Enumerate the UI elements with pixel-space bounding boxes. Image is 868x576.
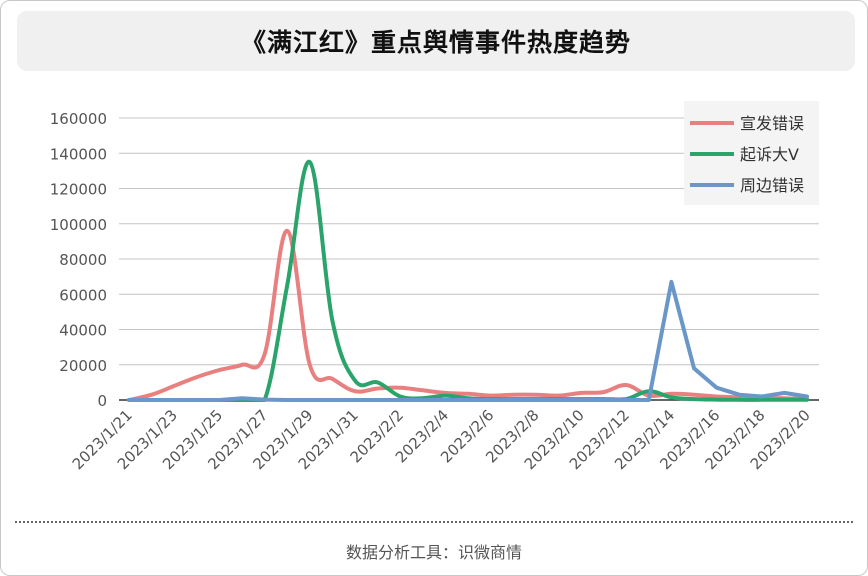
legend-label: 起诉大V	[740, 145, 799, 164]
y-tick-label: 140000	[50, 145, 107, 163]
footer-divider	[15, 521, 853, 523]
y-tick-label: 160000	[50, 110, 107, 128]
y-tick-label: 40000	[59, 322, 107, 340]
y-tick-label: 0	[97, 392, 107, 410]
legend-label: 宣发错误	[740, 114, 804, 133]
footer-source: 数据分析工具：识微商情	[345, 543, 522, 562]
series-line-3	[127, 279, 809, 402]
y-tick-label: 20000	[59, 357, 107, 375]
chart-title: 《满江红》重点舆情事件热度趋势	[240, 28, 631, 57]
y-tick-label: 120000	[50, 181, 107, 199]
line-chart: 0 20000 40000 60000 80000 100000 120000 140000 1…	[50, 101, 819, 473]
y-tick-label: 80000	[59, 251, 107, 269]
series-line-1	[127, 228, 809, 402]
title-banner: 《满江红》重点舆情事件热度趋势	[17, 11, 855, 71]
y-tick-label: 100000	[50, 216, 107, 234]
legend-label: 周边错误	[740, 176, 804, 195]
y-tick-label: 60000	[59, 286, 107, 304]
